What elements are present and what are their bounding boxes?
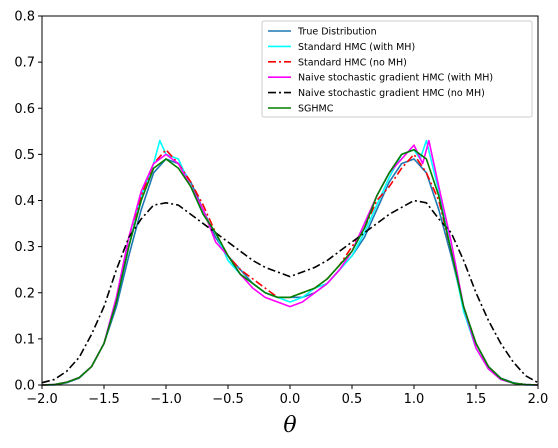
x-tick-label: −1.5 (88, 392, 120, 407)
legend-label-naive-stochastic-gradient-hmc-with-mh: Naive stochastic gradient HMC (with MH) (298, 73, 493, 84)
y-tick-label: 0.8 (14, 10, 35, 25)
y-tick-label: 0.6 (14, 102, 35, 117)
x-tick-label: 0.5 (342, 392, 363, 407)
x-tick-label: 1.0 (404, 392, 425, 407)
series-line-standard-hmc-no-mh (41, 148, 539, 386)
x-tick-label: −2.0 (26, 392, 58, 407)
legend-items: True Distribution Standard HMC (with MH) S… (268, 27, 493, 115)
y-tick-label: 0.1 (14, 332, 35, 347)
y-tick-label: 0.3 (14, 240, 35, 255)
y-tick-label: 0.5 (14, 148, 35, 163)
legend-box (261, 20, 533, 118)
legend-label-true-distribution: True Distribution (297, 27, 377, 38)
x-tick-label: 0.0 (280, 392, 301, 407)
x-tick-label: 1.5 (466, 392, 487, 407)
legend-label-standard-hmc-with-mh: Standard HMC (with MH) (298, 42, 415, 53)
series-line-standard-hmc-with-mh (41, 139, 539, 386)
y-tick-label: 0.0 (14, 379, 35, 394)
x-axis-label: θ (283, 413, 296, 438)
legend-label-sghmc: SGHMC (298, 104, 334, 115)
y-tick-label: 0.2 (14, 286, 35, 301)
x-tick-label: −0.5 (212, 392, 244, 407)
series-line-sghmc (41, 148, 539, 386)
y-tick-label: 0.7 (14, 56, 35, 71)
y-tick-label: 0.4 (14, 194, 35, 209)
x-axis-ticks: −2.0 −1.5 −1.0 −0.5 0.0 0.5 1.0 1.5 2.0 (26, 385, 548, 407)
series-line-naive-stochastic-gradient-hmc-with-mh (41, 139, 539, 386)
series-layer (41, 139, 539, 386)
legend: True Distribution Standard HMC (with MH) S… (261, 20, 533, 118)
y-axis-ticks: 0.0 0.1 0.2 0.3 0.4 0.5 0.6 0.7 0.8 (14, 10, 42, 394)
legend-label-naive-stochastic-gradient-hmc-no-mh: Naive stochastic gradient HMC (no MH) (298, 88, 485, 99)
x-tick-label: 2.0 (528, 392, 549, 407)
x-tick-label: −1.0 (150, 392, 182, 407)
series-line-naive-stochastic-gradient-hmc-no-mh (41, 199, 539, 384)
legend-label-standard-hmc-no-mh: Standard HMC (no MH) (298, 57, 407, 68)
